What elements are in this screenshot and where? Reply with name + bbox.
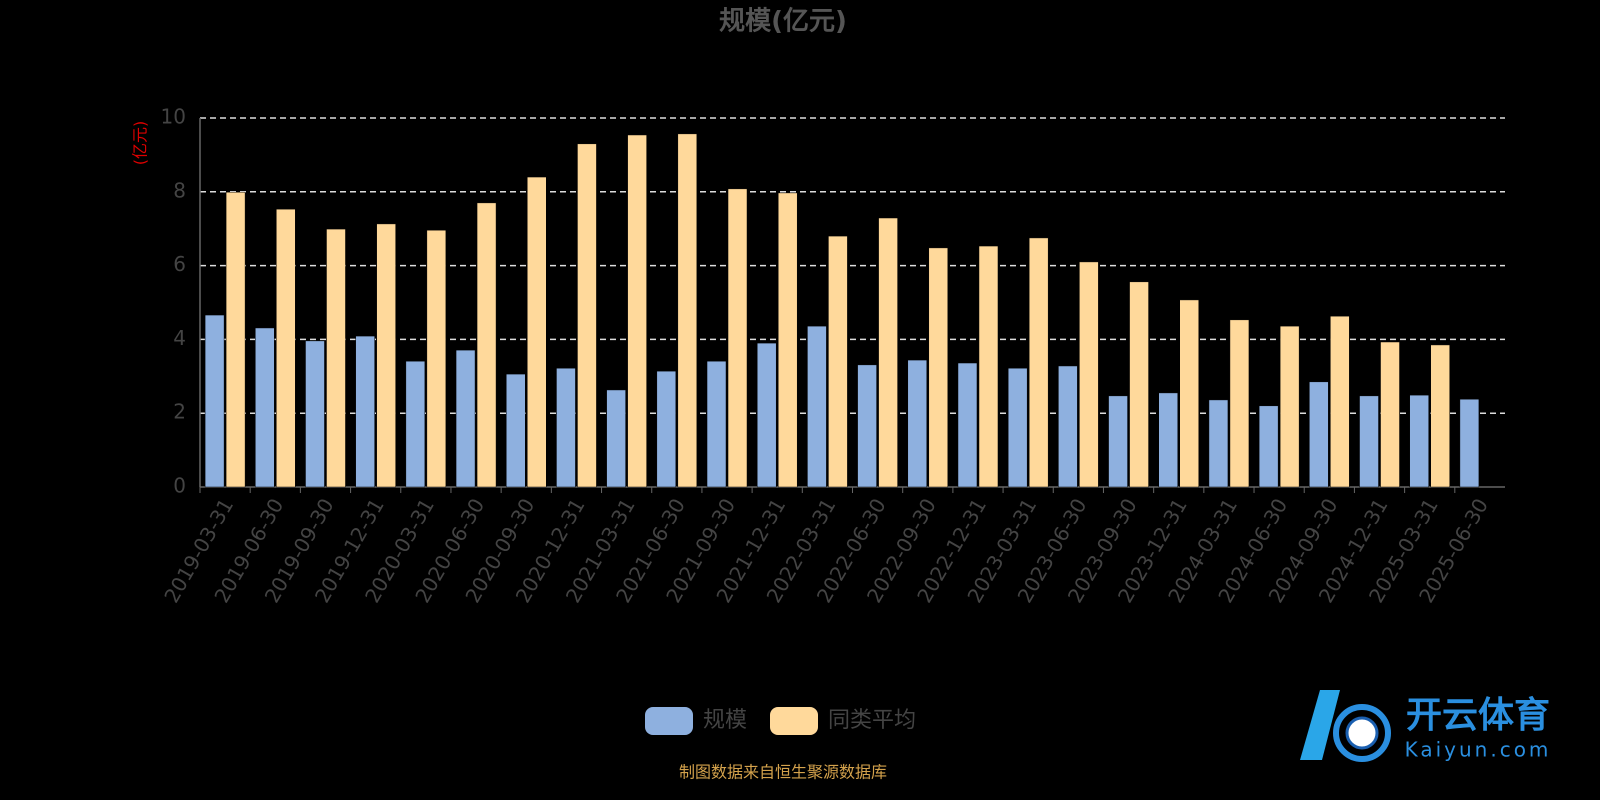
logo-ring (1333, 704, 1391, 762)
bar (828, 235, 848, 488)
chart-title: 规模(亿元) (719, 7, 847, 37)
bar (577, 143, 597, 488)
bar (326, 228, 346, 488)
bar (1129, 281, 1149, 488)
source-note: 制图数据来自恒生聚源数据库 (679, 763, 887, 782)
legend-label[interactable]: 同类平均 (828, 708, 916, 733)
bar (506, 373, 526, 488)
bar (1229, 319, 1250, 488)
y-tick-label: 4 (173, 326, 186, 350)
watermark-subtitle: Kaiyun.com (1405, 738, 1552, 762)
logo-ball (1345, 716, 1379, 750)
bar (777, 192, 798, 488)
logo-k (1300, 690, 1340, 760)
bar (1158, 392, 1178, 488)
bar (1179, 299, 1199, 488)
bar (1330, 315, 1350, 488)
bar (978, 245, 999, 488)
watermark: 开云体育 Kaiyun.com (1300, 690, 1552, 762)
watermark-title: 开云体育 (1406, 695, 1550, 736)
bar (1409, 394, 1429, 488)
bar (1359, 395, 1379, 488)
y-tick-label: 10 (161, 105, 186, 129)
bar (1309, 381, 1329, 488)
bar (1459, 398, 1480, 488)
bar (527, 176, 547, 488)
y-tick-label: 6 (173, 252, 186, 276)
bar (928, 247, 949, 488)
bar (355, 335, 375, 488)
bar (656, 370, 677, 488)
bar (276, 208, 296, 488)
bar (1007, 367, 1028, 488)
bar (455, 349, 476, 488)
bar (1058, 365, 1078, 488)
bar (225, 191, 246, 488)
bar (878, 217, 898, 488)
y-tick-label: 8 (173, 178, 186, 202)
y-tick-label: 0 (173, 474, 186, 498)
bar (476, 202, 497, 488)
bar (1380, 341, 1400, 488)
bar (1279, 325, 1300, 488)
bar (426, 229, 447, 488)
bar (1430, 344, 1450, 488)
bar (1258, 405, 1279, 488)
bar (1208, 399, 1229, 488)
bar (1108, 395, 1128, 488)
y-axis-label: (亿元) (131, 121, 150, 166)
bar (957, 362, 978, 488)
bar (376, 223, 396, 488)
legend-swatch[interactable] (645, 707, 693, 735)
bar (204, 314, 225, 488)
legend-swatch[interactable] (770, 707, 818, 735)
legend-label[interactable]: 规模 (703, 708, 747, 733)
bar (405, 360, 426, 488)
bar (255, 327, 275, 488)
bar (305, 340, 325, 488)
bar (606, 389, 626, 488)
bar (1079, 261, 1099, 488)
bar (706, 360, 727, 488)
y-tick-label: 2 (173, 400, 186, 424)
bar (807, 325, 827, 488)
bar (727, 188, 748, 488)
bar (857, 364, 877, 488)
bar (556, 367, 576, 488)
bar (756, 342, 777, 488)
bar (1028, 237, 1049, 488)
bar (677, 133, 698, 488)
bar (907, 359, 928, 488)
bar (627, 134, 647, 488)
